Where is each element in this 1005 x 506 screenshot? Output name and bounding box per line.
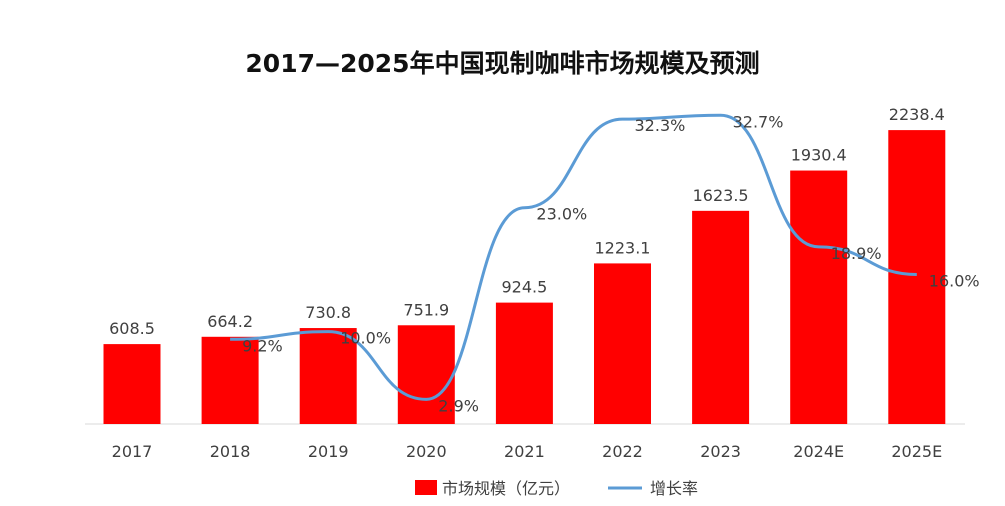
line-label-2025E: 16.0% [929, 271, 980, 290]
line-label-2021: 23.0% [536, 205, 587, 224]
bar-label-2025E: 2238.4 [889, 105, 945, 124]
bar-label-2019: 730.8 [305, 303, 351, 322]
bar-label-2021: 924.5 [501, 278, 547, 297]
bar-2017 [103, 344, 161, 424]
bar-2025E [888, 130, 946, 424]
bar-label-2023: 1623.5 [693, 186, 749, 205]
chart-title: 2017—2025年中国现制咖啡市场规模及预测 [245, 49, 760, 78]
line-label-2018: 9.2% [242, 336, 283, 355]
x-tick-2024E: 2024E [793, 442, 844, 461]
bar-label-2024E: 1930.4 [791, 146, 847, 165]
line-label-2019: 10.0% [340, 329, 391, 348]
line-label-2024E: 18.9% [831, 244, 882, 263]
legend-bar-label: 市场规模（亿元） [442, 479, 570, 498]
line-label-2020: 2.9% [438, 396, 479, 415]
bar-2023 [692, 210, 750, 424]
line-label-2022: 32.3% [635, 116, 686, 135]
bar-2021 [495, 302, 553, 424]
bar-2019 [299, 328, 357, 424]
x-tick-2017: 2017 [112, 442, 153, 461]
growth-line [230, 113, 917, 401]
bar-2020 [397, 325, 455, 424]
bar-2018 [201, 336, 259, 424]
bar-label-2018: 664.2 [207, 312, 253, 331]
legend-line-label: 增长率 [650, 479, 698, 498]
legend-bar-swatch [415, 480, 437, 495]
x-tick-2020: 2020 [406, 442, 447, 461]
x-tick-2021: 2021 [504, 442, 545, 461]
bar-2024E [790, 170, 848, 424]
x-tick-2023: 2023 [700, 442, 741, 461]
x-tick-2025E: 2025E [891, 442, 942, 461]
x-tick-2018: 2018 [210, 442, 251, 461]
line-label-2023: 32.7% [733, 112, 784, 131]
x-tick-2019: 2019 [308, 442, 349, 461]
bar-2022 [594, 263, 651, 424]
bar-label-2017: 608.5 [109, 319, 155, 338]
bar-label-2020: 751.9 [403, 300, 449, 319]
x-tick-2022: 2022 [602, 442, 643, 461]
bar-label-2022: 1223.1 [595, 238, 651, 257]
